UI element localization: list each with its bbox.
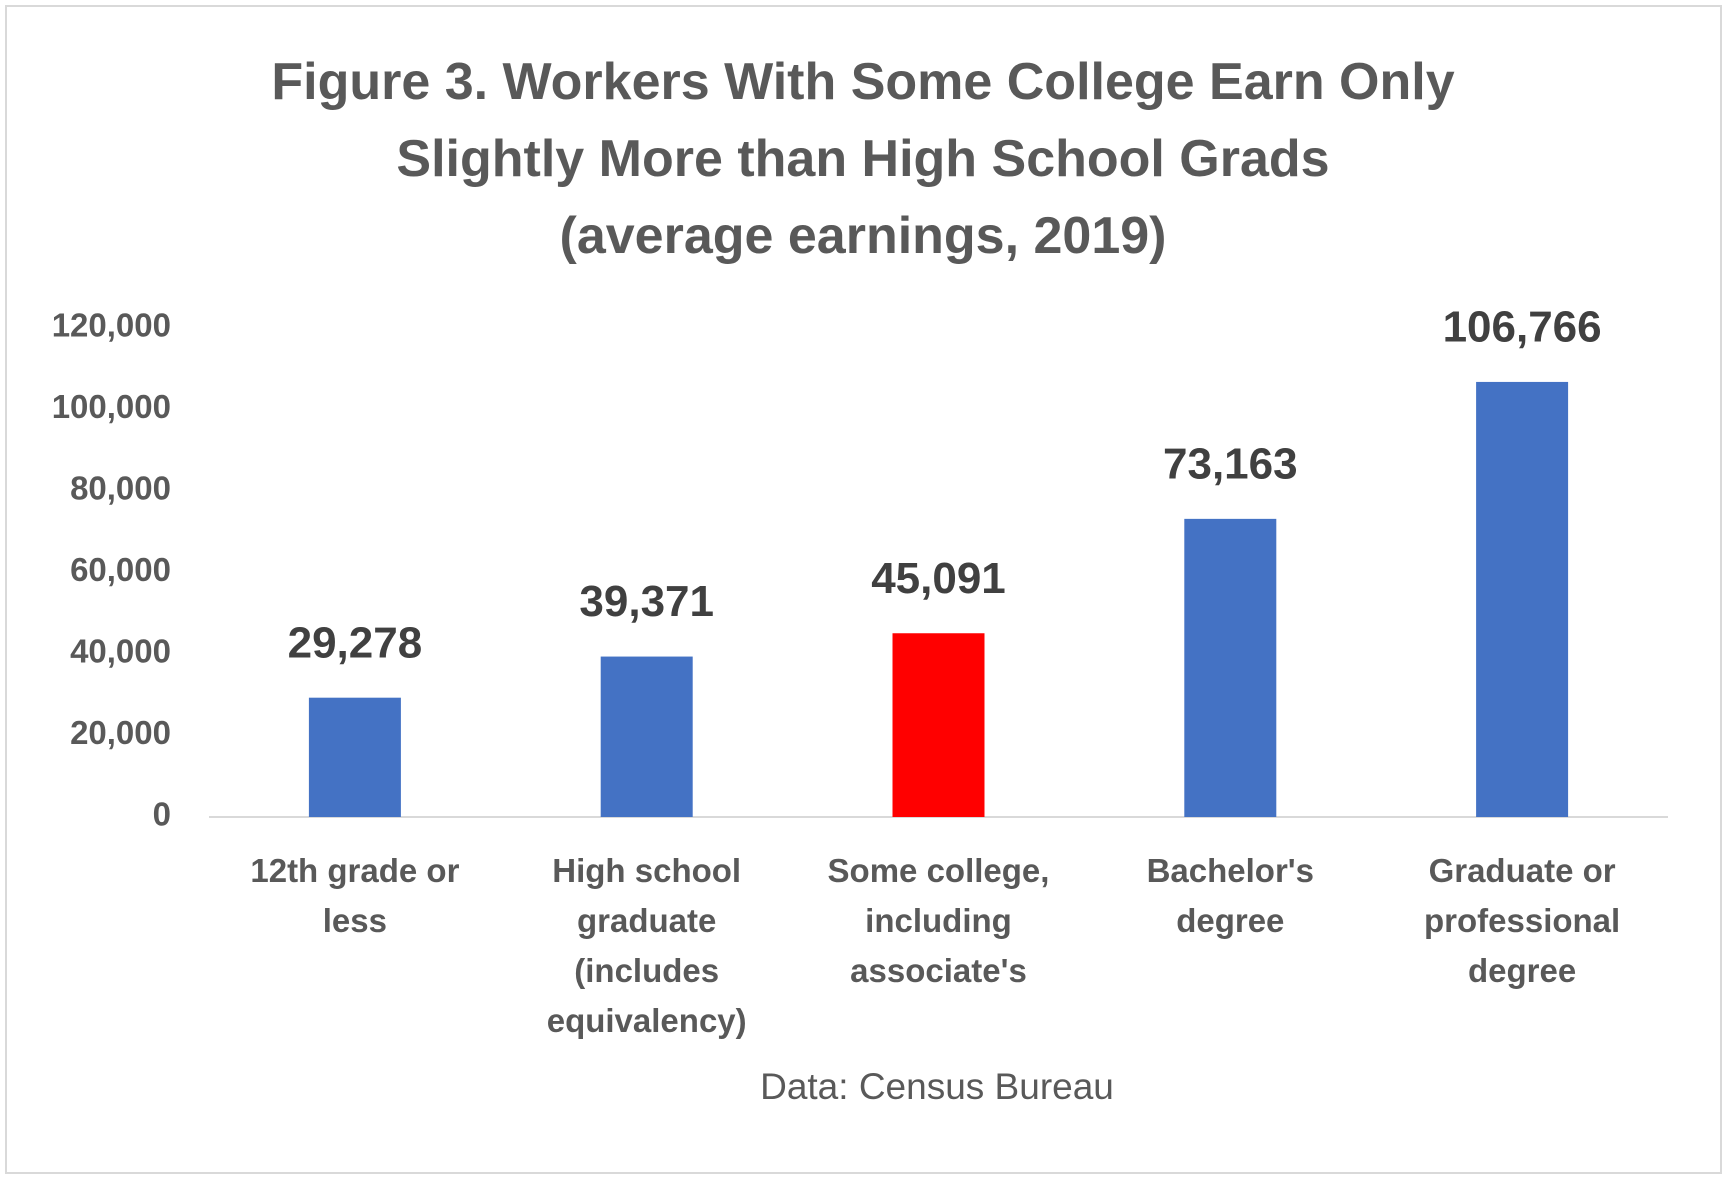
x-tick-label: Some college, including associate's (827, 852, 1050, 989)
y-tick-label: 0 (153, 796, 171, 833)
source-note: Data: Census Bureau (760, 1066, 1114, 1107)
value-label: 29,278 (288, 618, 423, 667)
x-tick-label: High school graduate (includes equivalen… (546, 852, 747, 1039)
bar (308, 697, 401, 817)
y-tick-label: 40,000 (70, 633, 171, 670)
x-tick-label: 12th grade or less (250, 852, 460, 939)
bar (892, 633, 985, 817)
chart-subtitle: (average earnings, 2019) (559, 207, 1167, 265)
bar (600, 656, 693, 817)
bar (1184, 518, 1277, 817)
value-label: 39,371 (579, 577, 714, 626)
chart-title: Figure 3. Workers With Some College Earn… (271, 53, 1455, 188)
x-tick-label: Bachelor's degree (1146, 852, 1314, 939)
value-label: 106,766 (1443, 303, 1602, 352)
y-tick-label: 100,000 (52, 388, 171, 425)
chart-border (5, 5, 1722, 1174)
y-tick-label: 80,000 (70, 470, 171, 507)
y-tick-label: 60,000 (70, 551, 171, 588)
bar (1476, 381, 1569, 817)
value-label: 73,163 (1163, 439, 1298, 488)
y-tick-label: 120,000 (52, 307, 171, 344)
y-tick-label: 20,000 (70, 714, 171, 751)
value-label: 45,091 (871, 554, 1006, 603)
x-tick-label: Graduate or professional degree (1423, 852, 1621, 989)
